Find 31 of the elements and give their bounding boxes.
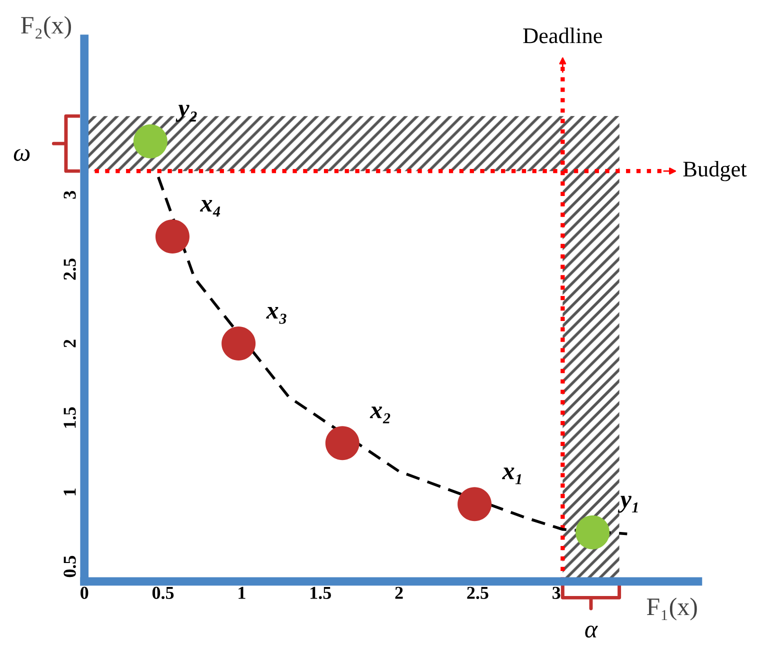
annotation: x₄: [200, 200, 220, 217]
y-tick-label: 2: [64, 340, 76, 348]
x-tick-label: 2.5: [467, 586, 488, 600]
x-tick-label: 3: [552, 586, 560, 599]
y-tick-label: 3: [64, 190, 76, 199]
x-tick-label: 1: [238, 586, 246, 599]
band-label: α: [585, 626, 598, 638]
ref-line-label: Budget: [683, 160, 747, 182]
y-tick-label: 2.5: [64, 258, 76, 280]
x-axis-title: F₁(x): [646, 598, 697, 620]
point: [155, 219, 190, 254]
band-label: ω: [14, 148, 30, 161]
y-tick-label: 1.5: [64, 407, 76, 428]
annotation: x₂: [370, 406, 390, 424]
x-tick-label: 0: [80, 586, 88, 599]
annotation: x₃: [266, 307, 286, 324]
annotation: x₁: [502, 468, 522, 484]
annotation: y₂: [176, 104, 197, 122]
x-tick-label: 0.5: [152, 586, 174, 600]
y-axis-title: F₂(x): [21, 16, 72, 39]
x-tick-label: 1.5: [310, 586, 331, 600]
point: [222, 326, 256, 361]
y-tick-label: 1: [64, 488, 76, 496]
ref-line-label: Deadline: [523, 28, 602, 44]
y-tick-label: 0.5: [64, 556, 76, 578]
x-tick-label: 2: [395, 586, 403, 599]
point: [133, 124, 168, 158]
point: [325, 426, 360, 460]
point: [576, 515, 610, 550]
point: [458, 487, 492, 522]
annotation: y₁: [618, 496, 638, 513]
